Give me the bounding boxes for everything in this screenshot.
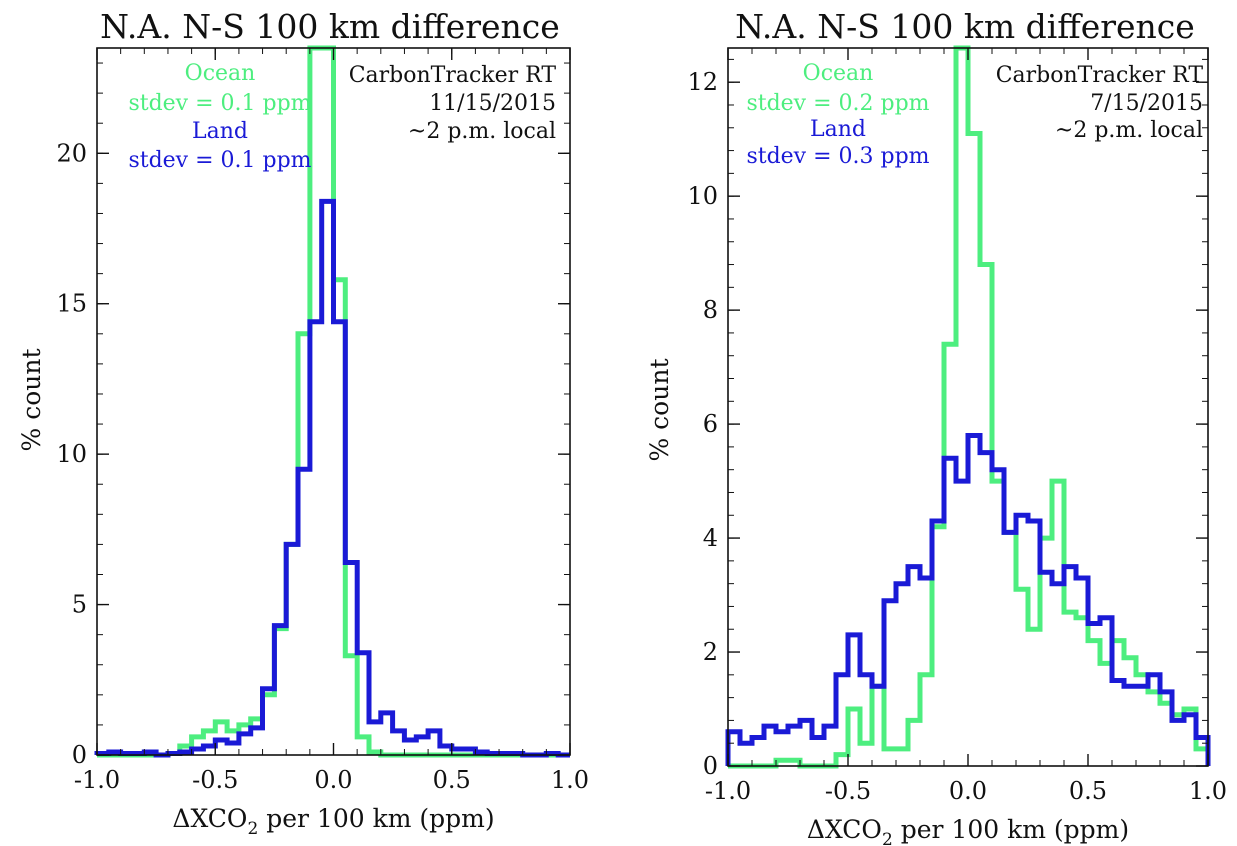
y-tick-label: 4 [703,524,718,552]
x-axis-label-main: ΔXCO [807,815,882,844]
chart-title: N.A. N-S 100 km difference [100,7,560,46]
y-tick-label: 15 [56,290,87,318]
y-tick-label: 6 [703,410,718,438]
x-axis-label-tail: per 100 km (ppm) [893,815,1129,844]
legend-land-label: Land [192,119,248,144]
x-tick-label: -1.0 [705,777,751,805]
x-axis-label-main: ΔXCO [172,804,247,833]
legend-ocean-label: Ocean [185,61,256,86]
x-axis-label-subscript: 2 [247,819,258,839]
legend-land-stdev: stdev = 0.1 ppm [128,148,311,173]
dataset-annotation: CarbonTracker RT [349,63,557,88]
series-land-histogram [725,433,1211,766]
chart-title: N.A. N-S 100 km difference [735,7,1195,46]
x-tick-label: -1.0 [74,766,120,794]
dataset-annotation: ~2 p.m. local [1055,118,1203,143]
y-tick-label: 0 [72,741,87,769]
dataset-annotation: CarbonTracker RT [996,63,1204,88]
y-tick-label: 0 [703,752,718,780]
legend-ocean-stdev: stdev = 0.1 ppm [128,91,311,116]
y-tick-label: 5 [72,591,87,619]
x-tick-label: -0.5 [825,777,871,805]
y-tick-label: 12 [687,68,718,96]
x-tick-label: 1.0 [551,766,589,794]
series-land-histogram [94,198,570,758]
legend-land-label: Land [810,117,866,142]
x-tick-label: 0.0 [949,777,987,805]
y-axis-label: % count [17,348,46,451]
chart-panel-right: N.A. N-S 100 km difference -1.0 -0.5 0.0 0.5… [645,7,1227,846]
y-tick-label: 10 [56,440,87,468]
x-tick-label: -0.5 [192,766,238,794]
y-tick-label: 2 [703,638,718,666]
x-axis-label-tail: per 100 km (ppm) [258,804,494,833]
y-axis-label: % count [645,358,674,461]
x-axis-label-subscript: 2 [882,830,893,846]
x-tick-label: 0.5 [1069,777,1107,805]
dataset-annotation: 7/15/2015 [1090,91,1203,116]
chart-panel-left: N.A. N-S 100 km difference -1.0 -0.5 0.0 0.5… [17,7,589,839]
y-tick-label: 8 [703,296,718,324]
dataset-annotation: 11/15/2015 [429,91,556,116]
legend-ocean-stdev: stdev = 0.2 ppm [746,91,929,116]
legend-ocean-label: Ocean [803,61,874,86]
x-axis-label: ΔXCO2 per 100 km (ppm) [807,815,1129,846]
y-tick-label: 20 [56,139,87,167]
x-tick-label: 1.0 [1189,777,1227,805]
x-tick-label: 0.0 [314,766,352,794]
dataset-annotation: ~2 p.m. local [408,119,556,144]
y-tick-label: 10 [687,182,718,210]
x-axis-label: ΔXCO2 per 100 km (ppm) [172,804,494,839]
legend-land-stdev: stdev = 0.3 ppm [746,144,929,169]
x-tick-label: 0.5 [433,766,471,794]
series-ocean-histogram [728,45,1211,769]
